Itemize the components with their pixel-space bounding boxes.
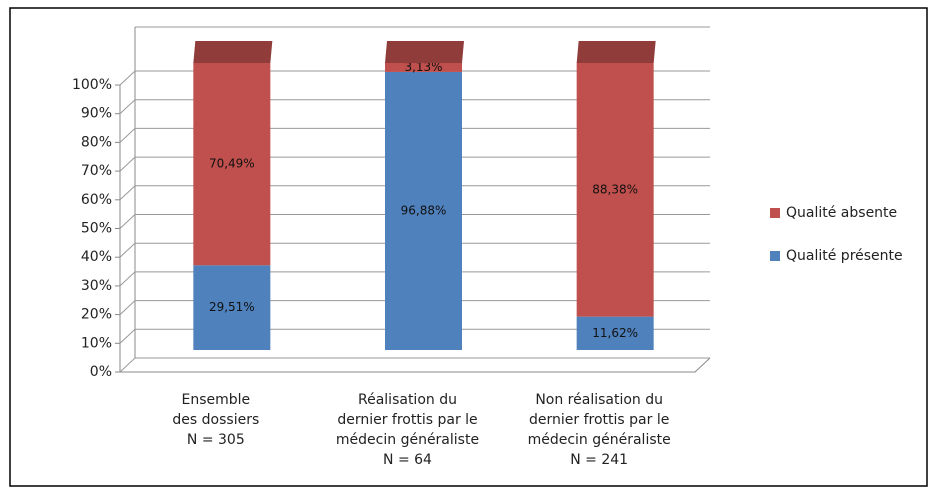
x-tick-label: des dossiers	[172, 412, 259, 428]
bar-top	[576, 41, 656, 63]
x-tick-label: Non réalisation du	[535, 392, 663, 408]
grid-line	[119, 127, 710, 143]
floor-edge	[120, 357, 711, 373]
x-tick-label: N = 305	[187, 432, 245, 448]
bar-segment	[576, 316, 654, 350]
bar-top	[193, 41, 273, 63]
y-tick-label: 80%	[81, 134, 112, 150]
grid-line	[119, 357, 710, 373]
value-label: 3,13%	[404, 60, 442, 74]
legend-swatch	[770, 208, 780, 218]
y-tick-label: 10%	[81, 335, 112, 351]
grid-line	[119, 214, 710, 229]
y-tick-label: 90%	[81, 106, 112, 122]
grid-line	[119, 156, 710, 172]
x-tick-label: Ensemble	[182, 392, 251, 408]
y-tick-label: 0%	[90, 364, 112, 380]
x-tick-label: N = 241	[570, 452, 628, 468]
bar-top	[385, 40, 464, 63]
grid-line	[119, 300, 710, 315]
grid-line	[119, 99, 710, 115]
bar-segment	[385, 71, 462, 350]
value-label: 11,62%	[592, 326, 638, 340]
legend-swatch	[770, 251, 780, 261]
legend-label: Qualité absente	[786, 205, 897, 221]
x-tick-label: N = 64	[383, 452, 432, 468]
y-tick-label: 20%	[81, 307, 112, 323]
bar-segment	[385, 62, 462, 72]
value-label: 96,88%	[401, 203, 447, 217]
bar-segment	[193, 63, 271, 266]
grid-line	[119, 242, 710, 258]
y-tick-label: 40%	[81, 249, 112, 265]
value-label: 29,51%	[209, 300, 255, 314]
x-tick-label: médecin généraliste	[336, 432, 479, 448]
y-tick-label: 60%	[81, 192, 112, 208]
grid-line	[119, 271, 710, 287]
grid-line	[119, 185, 710, 201]
legend-label: Qualité présente	[786, 248, 903, 264]
value-label: 88,38%	[592, 182, 638, 196]
bar-segment	[193, 265, 271, 350]
chart-frame	[9, 7, 928, 487]
y-tick-label: 100%	[72, 77, 112, 93]
y-tick-label: 70%	[81, 163, 112, 179]
x-tick-label: dernier frottis par le	[529, 412, 669, 428]
x-tick-label: dernier frottis par le	[337, 412, 477, 428]
x-tick-label: médecin généraliste	[528, 432, 671, 448]
grid-line	[119, 70, 710, 86]
grid-line	[119, 328, 710, 344]
value-label: 70,49%	[209, 157, 255, 171]
y-tick-label: 30%	[81, 278, 112, 294]
x-tick-label: Réalisation du	[358, 392, 457, 408]
bar-segment	[576, 63, 654, 317]
y-tick-label: 50%	[81, 221, 112, 237]
